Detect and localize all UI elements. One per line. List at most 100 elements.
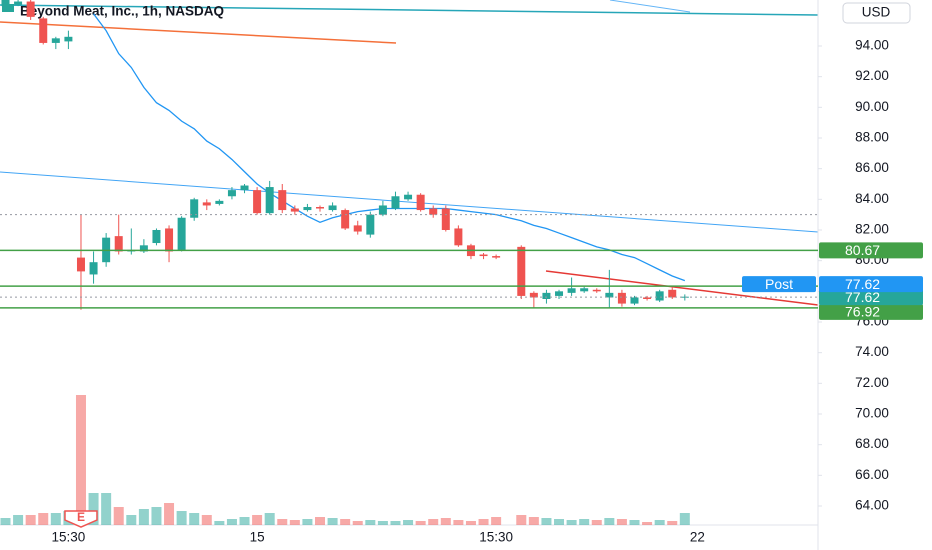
volume-bar (528, 517, 539, 525)
trend-line (0, 21, 397, 44)
candle-body (227, 190, 236, 197)
volume-bar (38, 513, 49, 525)
price-label-box (819, 276, 923, 293)
volume-bar (277, 519, 288, 525)
x-tick-label: 15:30 (52, 530, 86, 545)
volume-bar (579, 519, 590, 525)
candle-body (680, 296, 689, 298)
plot-area (0, 0, 819, 306)
candle-body (265, 187, 274, 214)
volume-bar (591, 520, 602, 525)
volume-bar (0, 518, 11, 525)
candle-body (177, 217, 186, 250)
candle-body (76, 257, 85, 272)
volume-bar (541, 518, 552, 525)
price-label-box (819, 289, 923, 306)
volume-bar (138, 509, 149, 525)
volume-bar (365, 520, 376, 525)
trend-line (609, 0, 691, 13)
price-label: 77.62 (845, 276, 880, 292)
volume-bar (491, 517, 502, 525)
x-tick-label: 15 (250, 530, 265, 545)
candle-body (617, 292, 626, 304)
volume-bar (654, 520, 665, 525)
volume-bar (25, 515, 36, 525)
y-tick-label: 88.00 (855, 130, 889, 145)
candle-body (303, 206, 312, 211)
volume-bar (629, 520, 640, 525)
y-tick-label: 86.00 (855, 160, 889, 175)
candle-body (567, 288, 576, 293)
candle-body (51, 38, 60, 43)
candle-body (517, 246, 526, 296)
volume-bar (239, 517, 250, 525)
y-tick-label: 70.00 (855, 406, 889, 421)
candle-body (26, 1, 35, 17)
volume-bar (478, 519, 489, 525)
candle-body (630, 297, 639, 304)
volume-bar (679, 513, 690, 525)
candle-body (668, 289, 677, 298)
candle-body (341, 210, 350, 229)
volume-bar (327, 518, 338, 525)
candle-body (328, 205, 337, 211)
volume-bar (453, 520, 464, 525)
volume-bar (440, 518, 451, 525)
candle-body (14, 1, 23, 5)
volume-bar (604, 518, 615, 525)
volume-bar (164, 503, 175, 525)
candle-body (139, 245, 148, 252)
price-label-box (819, 242, 923, 259)
volume-bar (616, 519, 627, 525)
price-label: 77.62 (845, 289, 880, 305)
volume-bar (126, 515, 137, 525)
volume-bar (252, 515, 263, 525)
volume-bar (214, 521, 225, 525)
trend-line (0, 4, 819, 16)
candle-body (278, 190, 287, 211)
y-tick-label: 84.00 (855, 191, 889, 206)
price-label-box (819, 303, 923, 320)
candle-body (580, 288, 589, 292)
volume-bar (465, 521, 476, 525)
volume-bar (264, 513, 275, 525)
candle-body (655, 291, 664, 301)
candle-body (391, 196, 400, 209)
candle-body (366, 214, 375, 235)
candle-body (542, 292, 551, 299)
volume-bar (390, 521, 401, 525)
trend-line (0, 171, 819, 233)
candle-body (215, 200, 224, 204)
candle-body (416, 194, 425, 211)
volume-bar (566, 520, 577, 525)
volume-bar (428, 519, 439, 525)
volume-bar (201, 515, 212, 525)
chart-title: Beyond Meat, Inc., 1h, NASDAQ (20, 4, 224, 19)
volume-bar (340, 519, 351, 525)
candle-body (529, 292, 538, 298)
currency[interactable]: USD (862, 5, 891, 20)
x-tick-label: 22 (690, 530, 705, 545)
y-tick-label: 90.00 (855, 99, 889, 114)
candle-body (643, 297, 652, 299)
y-tick-label: 82.00 (855, 222, 889, 237)
candle-body (152, 229, 161, 244)
candle-body (89, 262, 98, 275)
volume-bar (289, 520, 300, 525)
y-tick-label: 94.00 (855, 38, 889, 53)
y-tick-label: 92.00 (855, 68, 889, 83)
candle-body (492, 256, 501, 258)
post-tag: Post (765, 276, 793, 292)
earnings-badge (64, 510, 98, 528)
volume-bar (377, 521, 388, 525)
candle-body (404, 194, 413, 200)
volume-bar (189, 513, 200, 525)
candle-body (202, 202, 211, 206)
price-label: 76.92 (845, 304, 880, 320)
currency-box[interactable] (842, 2, 911, 24)
volume-bar (226, 519, 237, 525)
volume-bar (176, 511, 187, 525)
